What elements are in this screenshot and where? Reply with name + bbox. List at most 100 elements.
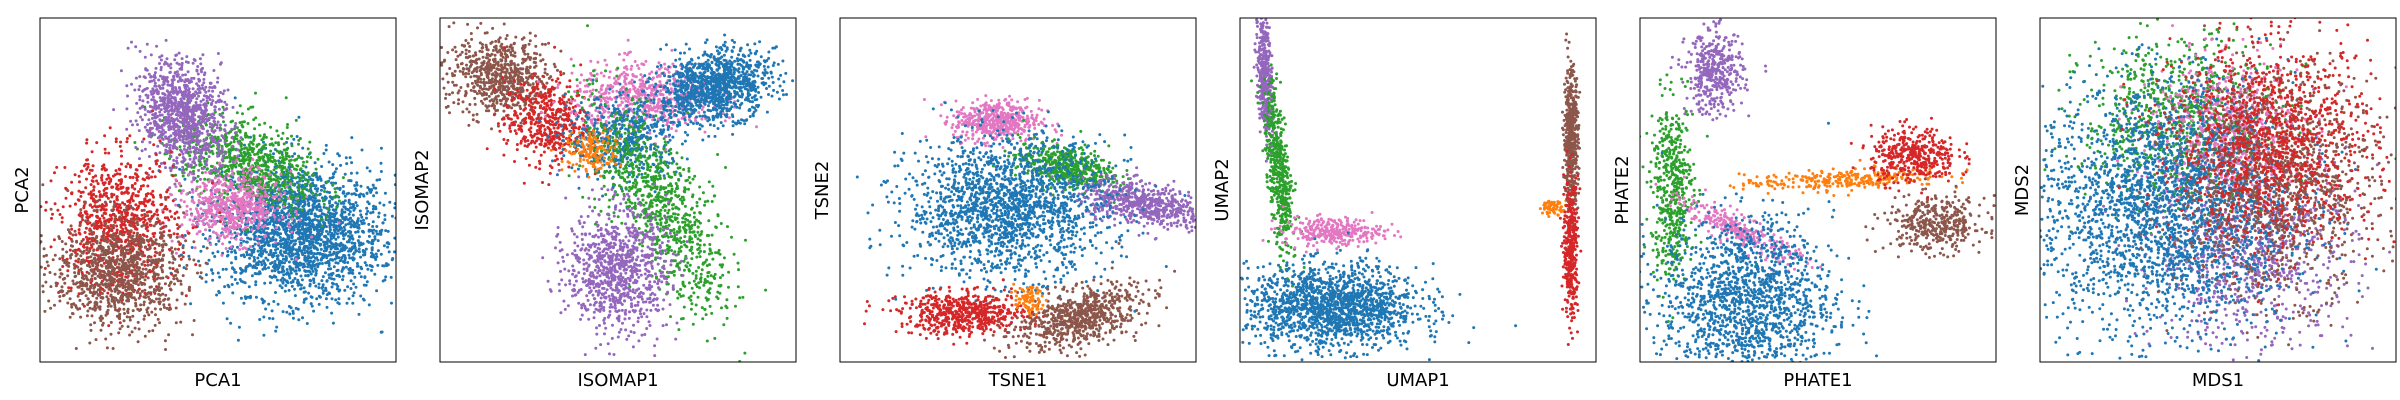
scatter-point bbox=[153, 81, 157, 85]
scatter-point bbox=[191, 198, 195, 202]
scatter-point bbox=[305, 249, 309, 253]
scatter-point bbox=[44, 200, 48, 204]
scatter-point bbox=[195, 132, 198, 135]
scatter-point bbox=[166, 105, 170, 109]
scatter-point bbox=[153, 116, 157, 120]
scatter-point bbox=[235, 158, 239, 162]
scatter-point bbox=[199, 62, 203, 66]
scatter-point bbox=[221, 267, 225, 271]
scatter-point bbox=[335, 205, 339, 209]
scatter-point bbox=[176, 128, 180, 132]
scatter-point bbox=[309, 302, 313, 306]
scatter-point bbox=[258, 246, 262, 250]
scatter-point bbox=[254, 283, 258, 287]
scatter-point bbox=[277, 180, 281, 184]
scatter-point bbox=[274, 162, 278, 166]
scatter-point bbox=[311, 223, 315, 227]
scatter-point bbox=[181, 73, 185, 77]
scatter-point bbox=[404, 222, 407, 225]
scatter-point bbox=[279, 177, 282, 181]
scatter-point bbox=[287, 252, 291, 256]
scatter-point bbox=[147, 118, 151, 122]
scatter-point bbox=[120, 154, 123, 158]
scatter-point bbox=[162, 143, 166, 147]
scatter-point bbox=[51, 212, 54, 216]
scatter-point bbox=[172, 109, 176, 112]
scatter-point bbox=[295, 168, 298, 172]
scatter-point bbox=[256, 256, 260, 260]
scatter-point bbox=[371, 220, 375, 224]
scatter-point bbox=[241, 171, 245, 175]
scatter-point bbox=[198, 131, 202, 135]
scatter-point bbox=[181, 152, 185, 156]
scatter-point bbox=[232, 187, 236, 191]
scatter-point bbox=[274, 329, 278, 333]
scatter-point bbox=[195, 179, 199, 183]
scatter-point bbox=[233, 96, 237, 100]
scatter-point bbox=[375, 178, 379, 182]
scatter-point bbox=[166, 118, 170, 122]
scatter-point bbox=[182, 147, 186, 151]
scatter-point bbox=[352, 203, 356, 207]
scatter-point bbox=[168, 186, 172, 190]
scatter-point bbox=[308, 140, 312, 144]
scatter-point bbox=[276, 247, 280, 251]
scatter-point bbox=[197, 201, 201, 205]
scatter-point bbox=[276, 231, 280, 235]
scatter-point bbox=[230, 204, 234, 208]
scatter-point bbox=[209, 82, 212, 85]
scatter-point bbox=[113, 220, 117, 224]
scatter-point bbox=[263, 183, 267, 187]
scatter-point bbox=[369, 264, 373, 268]
scatter-point bbox=[302, 300, 306, 304]
scatter-point bbox=[133, 141, 137, 144]
scatter-point bbox=[314, 269, 318, 273]
scatter-point bbox=[148, 132, 152, 136]
scatter-point bbox=[199, 154, 203, 158]
scatter-point bbox=[309, 156, 313, 159]
scatter-point bbox=[233, 231, 237, 235]
scatter-point bbox=[258, 270, 262, 274]
scatter-point bbox=[366, 267, 370, 271]
scatter-point bbox=[292, 190, 296, 194]
scatter-point bbox=[243, 187, 247, 191]
scatter-point bbox=[146, 123, 149, 126]
scatter-point bbox=[301, 219, 305, 223]
scatter-point bbox=[168, 97, 172, 101]
scatter-point bbox=[180, 130, 184, 134]
scatter-point bbox=[298, 178, 302, 182]
scatter-point bbox=[270, 142, 274, 146]
scatter-point bbox=[190, 96, 194, 100]
scatter-point bbox=[148, 223, 152, 227]
scatter-point bbox=[184, 163, 188, 167]
scatter-point bbox=[360, 229, 364, 233]
scatter-point bbox=[204, 273, 208, 277]
scatter-point bbox=[217, 215, 221, 219]
scatter-point bbox=[187, 136, 191, 140]
scatter-point bbox=[219, 208, 223, 212]
scatter-point bbox=[210, 268, 214, 272]
scatter-point bbox=[212, 140, 216, 144]
scatter-point bbox=[172, 75, 176, 79]
scatter-point bbox=[348, 156, 352, 160]
scatter-point bbox=[191, 105, 195, 109]
scatter-point bbox=[144, 194, 148, 198]
scatter-point bbox=[223, 140, 227, 144]
scatter-point bbox=[191, 223, 195, 227]
scatter-point bbox=[355, 220, 359, 224]
scatter-point bbox=[139, 115, 143, 119]
scatter-point bbox=[185, 125, 189, 129]
scatter-point bbox=[197, 168, 201, 172]
scatter-point bbox=[264, 135, 268, 139]
scatter-point bbox=[202, 245, 205, 249]
scatter-point bbox=[266, 154, 270, 158]
scatter-point bbox=[199, 249, 203, 253]
scatter-point bbox=[243, 255, 246, 259]
scatter-point bbox=[258, 228, 261, 232]
scatter-point bbox=[268, 153, 272, 157]
scatter-point bbox=[335, 282, 338, 286]
scatter-point bbox=[221, 92, 225, 96]
scatter-point bbox=[349, 171, 353, 175]
scatter-point bbox=[204, 188, 208, 192]
